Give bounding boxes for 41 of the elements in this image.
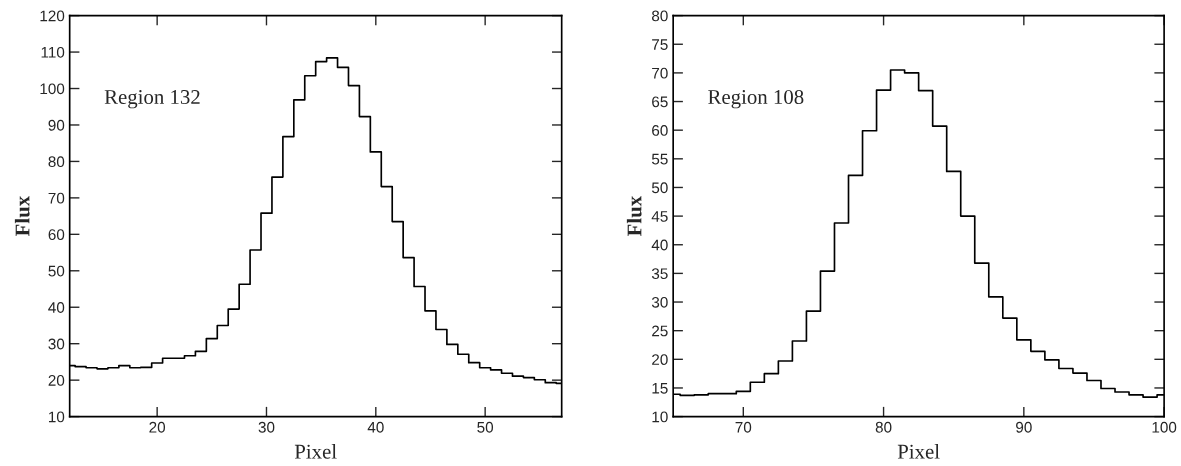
y-tick-label: 80 (651, 10, 668, 22)
y-tick-label: 55 (651, 153, 668, 165)
y-tick-label: 10 (652, 411, 668, 423)
x-tick-label: 80 (875, 421, 892, 433)
x-tick-label: 90 (1016, 421, 1032, 433)
y-tick-label: 65 (652, 96, 668, 108)
y-tick-label: 45 (651, 211, 668, 222)
x-tick-label: 50 (477, 421, 494, 433)
y-tick-label: 25 (652, 325, 668, 337)
y-tick-label: 35 (651, 268, 668, 280)
y-tick-label: 110 (41, 46, 65, 58)
y-tick-label: 40 (651, 239, 668, 251)
y-tick-label: 20 (652, 354, 668, 366)
y-tick-label: 100 (40, 83, 65, 95)
x-tick-label: 40 (367, 421, 384, 433)
y-tick-label: 30 (651, 296, 668, 308)
x-tick-label: 100 (1152, 421, 1177, 433)
x-tick-label: 30 (258, 421, 275, 433)
y-tick-label: 70 (652, 67, 668, 79)
annotation: Region 108 (708, 89, 804, 109)
y-axis-title: Flux (14, 195, 30, 237)
y-tick-label: 70 (48, 192, 65, 204)
y-tick-label: 80 (48, 156, 65, 168)
y-tick-label: 120 (40, 10, 65, 22)
y-tick-label: 60 (652, 125, 668, 136)
x-tick-label: 70 (735, 421, 752, 433)
y-tick-label: 90 (48, 119, 65, 131)
y-tick-label: 75 (652, 39, 668, 50)
x-axis-title: Pixel (897, 444, 940, 459)
y-tick-label: 50 (651, 182, 668, 194)
annotation: Region 132 (104, 90, 200, 109)
y-tick-label: 20 (48, 375, 65, 386)
x-tick-label: 20 (149, 421, 166, 433)
y-axis-title: Flux (626, 195, 642, 237)
y-tick-label: 50 (48, 265, 65, 277)
x-axis-title: Pixel (294, 444, 337, 459)
y-tick-label: 30 (48, 338, 65, 350)
y-tick-label: 10 (48, 411, 65, 423)
y-tick-label: 60 (48, 229, 65, 241)
y-tick-label: 40 (48, 302, 65, 313)
y-tick-label: 15 (652, 382, 668, 394)
